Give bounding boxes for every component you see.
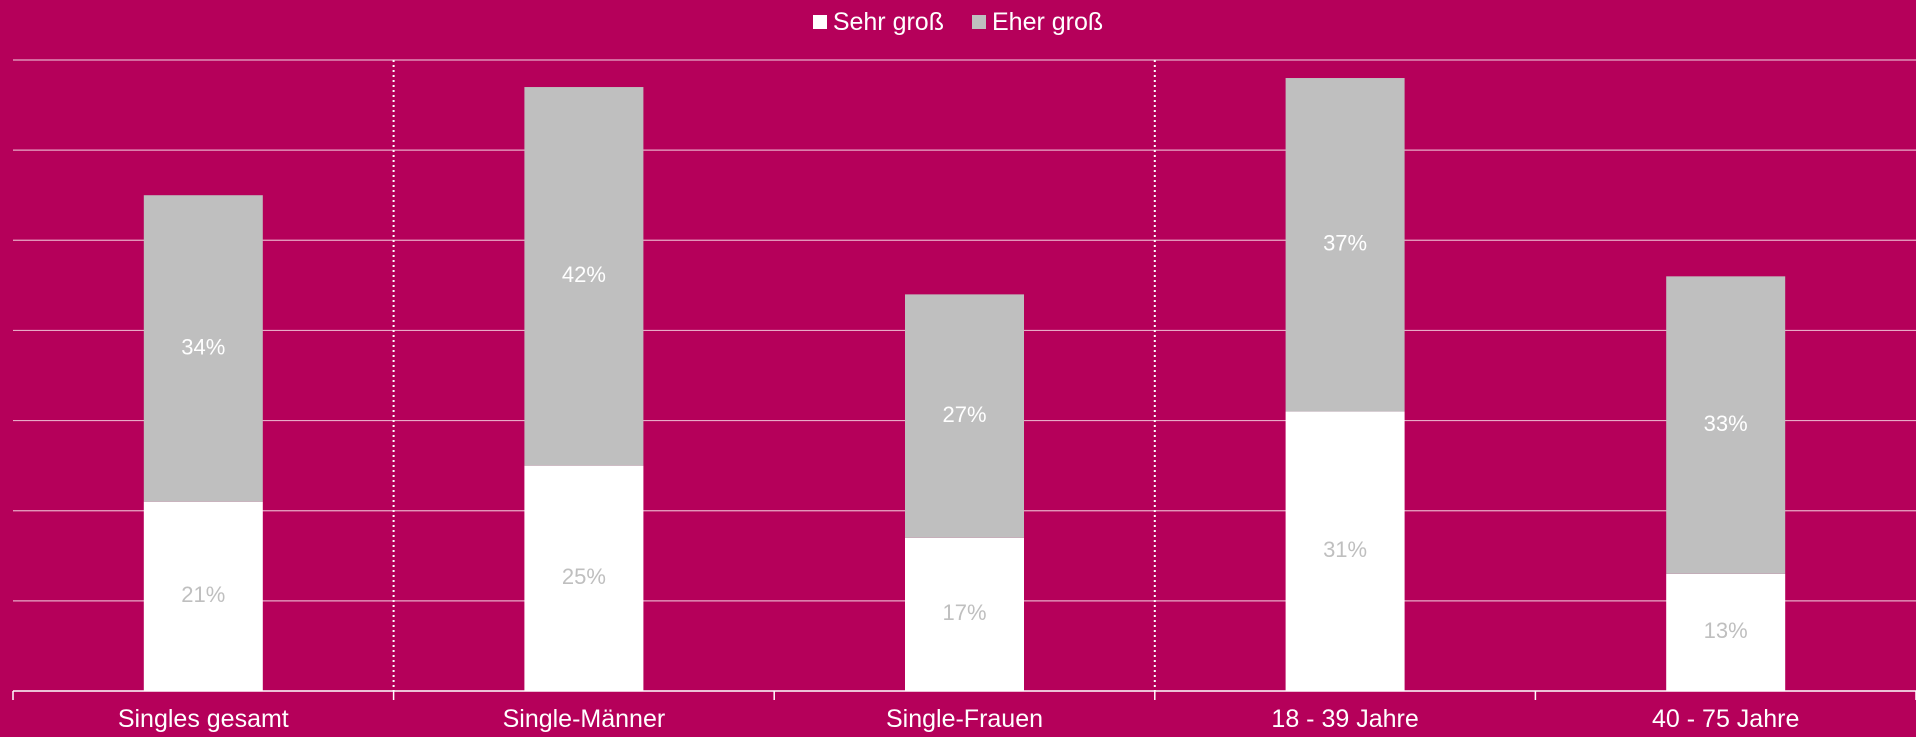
data-label: 17% — [942, 600, 986, 625]
bar-segment-eher-gross — [1285, 78, 1405, 412]
bar-segment-eher-gross — [524, 87, 644, 466]
bar-segment-sehr-gross — [143, 501, 263, 691]
legend-item-eher-gross: Eher groß — [972, 6, 1103, 38]
data-label: 34% — [181, 334, 225, 359]
legend-swatch-eher-gross — [972, 15, 986, 29]
legend-label-eher-gross: Eher groß — [992, 8, 1104, 36]
legend-item-sehr-gross: Sehr groß — [812, 6, 944, 38]
data-label: 37% — [1323, 231, 1367, 256]
x-tick-label: Singles gesamt — [118, 705, 289, 733]
x-tick-label: Single-Männer — [503, 705, 666, 733]
bar-segment-eher-gross — [1666, 276, 1786, 574]
bar-segment-sehr-gross — [1666, 573, 1786, 691]
data-label: 31% — [1323, 537, 1367, 562]
legend: Sehr groß Eher groß — [0, 6, 1916, 38]
data-label: 13% — [1704, 618, 1748, 643]
x-tick-label: 18 - 39 Jahre — [1271, 705, 1418, 733]
data-label: 33% — [1704, 411, 1748, 436]
data-label: 42% — [562, 262, 606, 287]
bar-segment-eher-gross — [905, 294, 1024, 538]
bar-segment-eher-gross — [143, 195, 263, 502]
data-label: 25% — [562, 564, 606, 589]
data-label: 21% — [181, 582, 225, 607]
data-label: 27% — [942, 402, 986, 427]
legend-label-sehr-gross: Sehr groß — [832, 8, 944, 36]
bar-segment-sehr-gross — [1285, 411, 1405, 691]
bar-segment-sehr-gross — [905, 537, 1024, 691]
x-tick-label: 40 - 75 Jahre — [1652, 705, 1799, 733]
x-tick-label: Single-Frauen — [886, 705, 1043, 733]
bar-segment-sehr-gross — [524, 465, 644, 691]
legend-swatch-sehr-gross — [812, 15, 827, 29]
